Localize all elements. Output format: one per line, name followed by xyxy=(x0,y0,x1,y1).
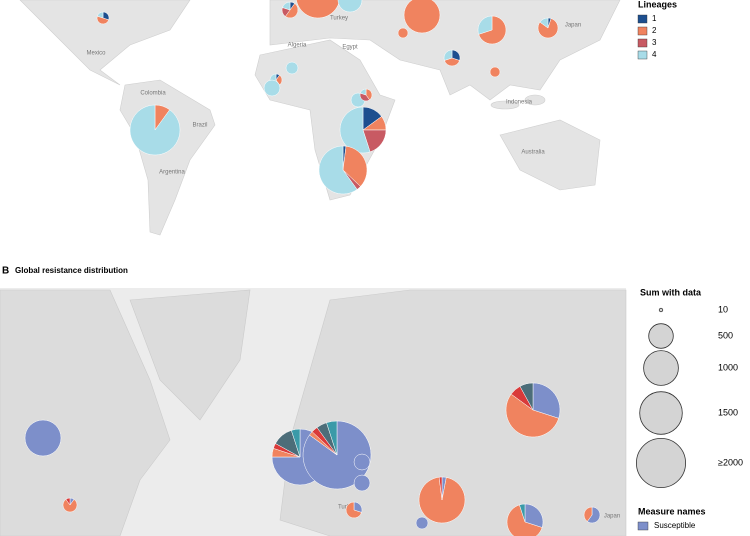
pie-slice xyxy=(284,3,299,19)
pie-slice xyxy=(489,66,501,78)
size-legend-circle xyxy=(658,307,664,313)
legend-swatch xyxy=(637,50,648,60)
legend-title: Measure names xyxy=(638,506,706,516)
pie-slice xyxy=(263,79,281,97)
land xyxy=(279,289,627,536)
map-label: Brazil xyxy=(192,123,207,129)
pie-slice xyxy=(532,382,561,419)
pie-slice xyxy=(62,498,78,513)
pie-slice xyxy=(477,15,493,35)
panel-letter: B xyxy=(2,266,9,277)
size-legend-circle xyxy=(643,350,679,386)
pie-slice xyxy=(353,453,371,471)
size-legend-label: 1000 xyxy=(718,362,738,372)
pie-slice xyxy=(326,420,338,456)
pie-slice xyxy=(586,506,601,524)
size-legend-label: 10 xyxy=(718,304,728,314)
map-a xyxy=(0,0,621,236)
pie-slice xyxy=(339,106,371,154)
pie-slice xyxy=(506,504,543,536)
legend-label: 3 xyxy=(652,38,657,47)
pie-slice xyxy=(342,145,368,187)
size-legend-label: ≥2000 xyxy=(718,457,743,467)
land xyxy=(19,0,191,86)
pie-slice xyxy=(438,476,443,501)
legend-label: Susceptible xyxy=(654,521,696,530)
land xyxy=(490,100,520,110)
map-label: Indonesia xyxy=(506,100,533,106)
pie-slice xyxy=(359,88,367,96)
pie-slice xyxy=(583,506,593,522)
pie-slice xyxy=(539,17,549,29)
map-label: Turkey xyxy=(330,16,348,22)
legend-swatch xyxy=(637,38,648,48)
pie-slice xyxy=(443,49,453,61)
pie-slice xyxy=(505,393,559,438)
pie-slice xyxy=(444,57,460,67)
size-legend-circle xyxy=(636,438,686,488)
pie-slice xyxy=(318,145,358,195)
map-label: Japan xyxy=(604,514,620,520)
land xyxy=(269,0,621,101)
land xyxy=(499,119,601,191)
pie-slice xyxy=(296,0,340,19)
size-legend-circle xyxy=(639,391,683,435)
pie-slice xyxy=(403,0,441,34)
pie-slice xyxy=(24,419,62,457)
pie-slice xyxy=(524,503,544,528)
pie-slice xyxy=(282,1,291,11)
map-label: Japan xyxy=(565,23,581,29)
map-label: Algeria xyxy=(288,43,307,49)
land xyxy=(129,289,251,421)
map-label: Mexico xyxy=(86,51,106,57)
pie-slice xyxy=(129,104,181,156)
legend-label: 1 xyxy=(652,14,657,23)
pie-slice xyxy=(478,15,507,45)
pie-slice xyxy=(519,503,526,523)
land xyxy=(0,289,171,536)
map-label: Argentina xyxy=(159,170,185,176)
legend-title: Sum with data xyxy=(640,287,702,297)
pie-slice xyxy=(96,11,104,19)
map-label: Australia xyxy=(521,150,545,156)
pie-slice xyxy=(345,501,362,519)
pie-slice xyxy=(291,428,301,458)
pie-slice xyxy=(337,0,363,13)
legend-title: Lineages xyxy=(638,0,677,9)
legend-swatch xyxy=(637,26,648,36)
land xyxy=(524,94,546,106)
panel-title: Global resistance distribution xyxy=(15,266,128,275)
pie-slice xyxy=(519,382,534,411)
legend-swatch xyxy=(637,14,648,24)
size-legend-circle xyxy=(648,323,674,349)
legend-label: 2 xyxy=(652,26,657,35)
pie-slice xyxy=(397,27,409,39)
pie-slice xyxy=(353,474,371,492)
pie-slice xyxy=(285,61,299,75)
size-legend-label: 1500 xyxy=(718,407,738,417)
pie-slice xyxy=(65,497,71,506)
legend-label: 4 xyxy=(652,50,657,59)
pie-slice xyxy=(415,516,429,530)
map-label: Colombia xyxy=(140,91,166,97)
legend-swatch xyxy=(637,521,649,531)
size-legend-label: 500 xyxy=(718,330,733,340)
map-label: Egypt xyxy=(342,45,358,51)
pie-slice xyxy=(96,15,110,25)
pie-slice xyxy=(418,476,466,524)
